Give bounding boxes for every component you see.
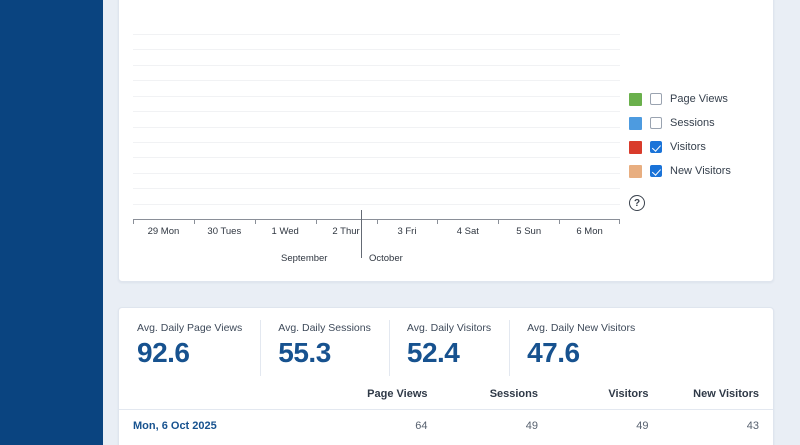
- chart-gridlines: [133, 34, 620, 220]
- stat-value: 52.4: [406, 337, 460, 368]
- month-separator: [361, 210, 362, 258]
- x-axis-tick: [315, 219, 317, 224]
- column-header-visitors[interactable]: Visitors: [552, 382, 663, 410]
- cell-page-views: 64: [415, 420, 428, 432]
- cell-visitors: 49: [636, 420, 649, 432]
- x-axis-label: 6 Mon: [576, 226, 603, 237]
- legend-item[interactable]: Page Views: [629, 92, 731, 106]
- legend-color-swatch: [629, 164, 642, 178]
- left-nav-rail: [0, 0, 103, 445]
- legend-checkbox[interactable]: [650, 165, 662, 177]
- gridline: [133, 126, 620, 128]
- x-axis-label: 1 Wed: [271, 226, 299, 237]
- daily-breakdown-table: Page Views Sessions Visitors New Visitor…: [119, 382, 773, 442]
- stat-label: Avg. Daily New Visitors: [527, 322, 636, 334]
- legend-checkbox[interactable]: [650, 141, 662, 153]
- stat-value: 92.6: [137, 337, 190, 368]
- legend-label: Sessions: [670, 117, 715, 129]
- chart-legend: Page Views Sessions Visitors New Visitors?: [629, 92, 731, 211]
- legend-color-swatch: [629, 140, 642, 154]
- column-header-new-visitors[interactable]: New Visitors: [662, 382, 773, 410]
- table-header-row: Page Views Sessions Visitors New Visitor…: [119, 382, 773, 410]
- x-axis-label: 3 Fri: [397, 226, 417, 237]
- x-axis-tick: [559, 219, 561, 224]
- legend-label: Page Views: [670, 93, 728, 105]
- legend-color-swatch: [629, 116, 642, 130]
- legend-item[interactable]: New Visitors: [629, 164, 731, 178]
- legend-item[interactable]: Sessions: [629, 116, 731, 130]
- gridline: [133, 203, 620, 205]
- gridline: [133, 49, 620, 51]
- legend-checkbox[interactable]: [650, 117, 662, 129]
- summary-card: Avg. Daily Page Views 92.6 Avg. Daily Sess…: [118, 307, 774, 445]
- gridline: [133, 141, 620, 143]
- chart-plot-area: 29 Mon 30 Tues 1 Wed 2 Thur 3 Fri 4 Sat 5 Sun 6…: [119, 7, 773, 283]
- chart-card: Daily ▼ « ‹ › » − + Last 7 Days ▼: [118, 0, 774, 282]
- x-axis-tick: [498, 219, 500, 224]
- gridline: [133, 64, 620, 66]
- stat-tile: Avg. Daily New Visitors 47.6: [509, 320, 653, 382]
- stat-label: Avg. Daily Page Views: [137, 322, 243, 334]
- gridline: [133, 157, 620, 159]
- gridline: [133, 111, 620, 113]
- x-axis-tick: [254, 219, 256, 224]
- x-axis-labels: 29 Mon 30 Tues 1 Wed 2 Thur 3 Fri 4 Sat 5 Sun 6…: [133, 226, 620, 266]
- x-axis-label: 2 Thur: [332, 226, 360, 237]
- stat-label: Avg. Daily Sessions: [278, 322, 371, 334]
- x-axis-label: 4 Sat: [456, 226, 479, 237]
- stat-tile: Avg. Daily Visitors 52.4: [388, 320, 509, 382]
- cell-sessions: 49: [525, 420, 538, 432]
- gridline: [133, 80, 620, 82]
- month-label-september: September: [281, 253, 328, 264]
- month-label-october: October: [369, 253, 403, 264]
- legend-color-swatch: [629, 92, 642, 106]
- stat-tile: Avg. Daily Sessions 55.3: [260, 320, 389, 382]
- table-row: Mon, 6 Oct 2025 64 49 49 43: [119, 410, 773, 443]
- x-axis-tick: [193, 219, 195, 224]
- x-axis-tick: [376, 219, 378, 224]
- stat-value: 55.3: [278, 337, 331, 368]
- x-axis-label: 5 Sun: [516, 226, 542, 237]
- gridline: [133, 95, 620, 97]
- column-header-page-views[interactable]: Page Views: [331, 382, 442, 410]
- help-icon[interactable]: ?: [629, 195, 645, 211]
- legend-label: New Visitors: [670, 165, 731, 177]
- stat-value: 47.6: [527, 337, 580, 368]
- column-header-date[interactable]: [119, 382, 331, 410]
- legend-checkbox[interactable]: [650, 93, 662, 105]
- x-axis-label: 30 Tues: [207, 226, 242, 237]
- column-header-sessions[interactable]: Sessions: [441, 382, 552, 410]
- legend-label: Visitors: [670, 141, 706, 153]
- stat-label: Avg. Daily Visitors: [406, 322, 492, 334]
- chart-toolbar: Daily ▼ « ‹ › » − + Last 7 Days ▼: [119, 0, 773, 7]
- x-axis-tick: [619, 219, 620, 224]
- gridline: [133, 34, 620, 35]
- cell-date: Mon, 6 Oct 2025: [119, 410, 331, 443]
- x-axis-tick: [437, 219, 439, 224]
- stat-tile: Avg. Daily Page Views 92.6: [119, 322, 260, 382]
- table-body: Mon, 6 Oct 2025 64 49 49 43: [119, 410, 773, 443]
- gridline: [133, 188, 620, 190]
- gridline: [133, 172, 620, 174]
- x-axis: [133, 219, 620, 224]
- x-axis-label: 29 Mon: [147, 226, 180, 237]
- table-header: Page Views Sessions Visitors New Visitor…: [119, 382, 773, 410]
- legend-item[interactable]: Visitors: [629, 140, 731, 154]
- cell-new-visitors: 43: [746, 420, 759, 432]
- date-link[interactable]: Mon, 6 Oct 2025: [133, 420, 217, 432]
- x-axis-tick: [133, 219, 134, 224]
- summary-stats: Avg. Daily Page Views 92.6 Avg. Daily Sess…: [119, 308, 773, 382]
